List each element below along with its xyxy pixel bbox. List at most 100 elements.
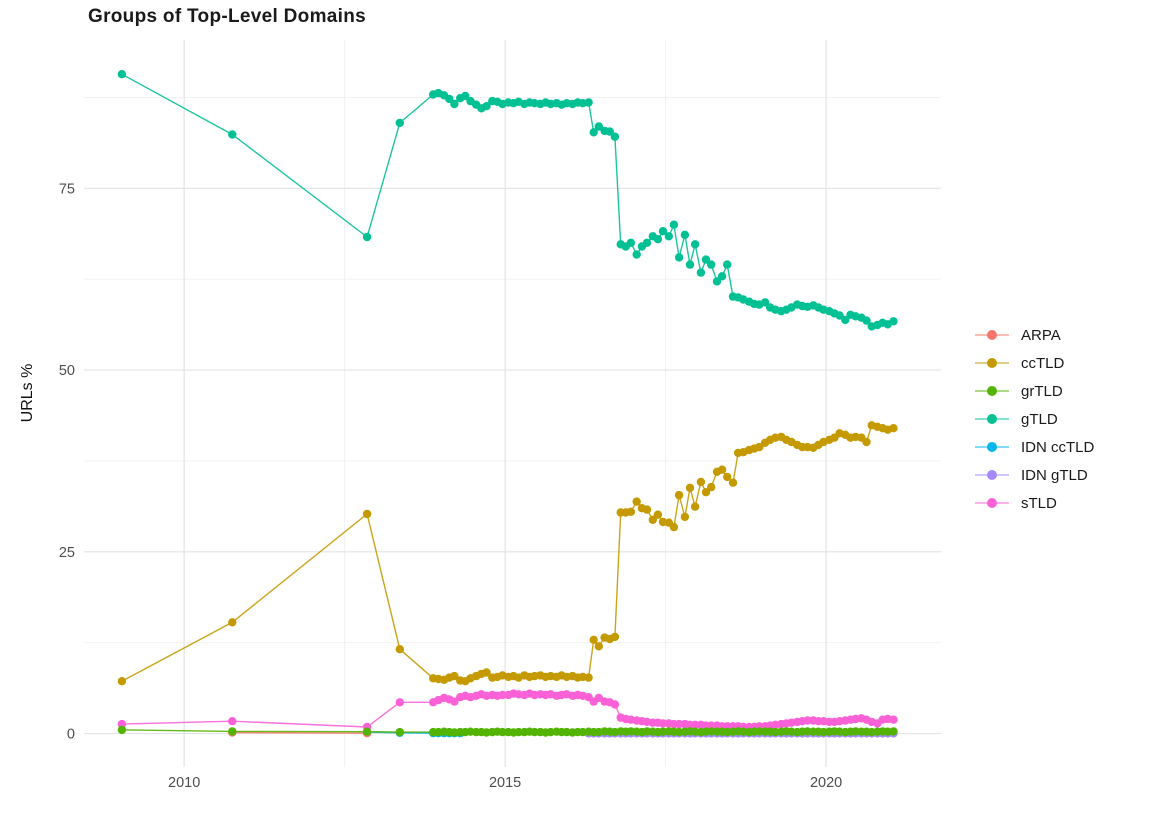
data-point: [642, 238, 652, 247]
y-tick-label: 25: [59, 545, 75, 561]
data-point: [889, 317, 898, 326]
data-point: [717, 465, 727, 474]
legend-label: gTLD: [1021, 410, 1058, 428]
data-point: [626, 507, 636, 516]
data-point: [117, 70, 127, 79]
data-point: [690, 720, 700, 729]
data-point: [658, 227, 668, 236]
data-point: [889, 424, 898, 433]
data-point: [674, 253, 684, 262]
data-point: [707, 260, 716, 269]
data-point: [728, 478, 738, 487]
data-point: [680, 512, 690, 522]
data-point: [594, 642, 603, 651]
data-point: [395, 727, 404, 737]
data-point: [605, 127, 614, 136]
legend-key-icon: [975, 358, 1009, 368]
legend-key-dot: [987, 358, 997, 368]
data-point: [835, 311, 844, 320]
data-point: [707, 482, 716, 492]
data-point: [696, 477, 706, 487]
data-point: [117, 677, 127, 686]
data-point: [632, 250, 641, 259]
data-point: [723, 722, 732, 731]
legend-item-stld: sTLD: [975, 489, 1094, 517]
data-point: [701, 488, 711, 497]
data-point: [862, 316, 871, 325]
series-line: [232, 731, 368, 734]
data-point: [755, 442, 764, 452]
legend-key-icon: [975, 470, 1009, 480]
series-grtld: [117, 725, 898, 737]
data-point: [632, 497, 641, 506]
legend-item-cctld: ccTLD: [975, 349, 1094, 377]
legend-key-dot: [987, 470, 997, 480]
data-point: [498, 727, 507, 737]
data-point: [889, 715, 898, 724]
legend-key-icon: [975, 498, 1009, 508]
data-point: [648, 515, 657, 524]
legend-item-gtld: gTLD: [975, 405, 1094, 433]
data-point: [674, 719, 684, 729]
legend: ARPA ccTLD grTLD gTLD IDN ccTLD IDN gTLD sTLD: [975, 321, 1094, 517]
data-point: [584, 98, 593, 107]
series-cctld: [117, 421, 898, 686]
data-point: [680, 230, 690, 239]
data-point: [589, 635, 598, 644]
data-point: [653, 510, 663, 519]
data-point: [482, 668, 491, 677]
data-point: [461, 91, 470, 101]
data-point: [803, 716, 812, 725]
legend-key-icon: [975, 386, 1009, 396]
data-point: [395, 698, 404, 707]
data-point: [626, 238, 636, 247]
y-tick-label: 0: [67, 727, 75, 743]
data-point: [690, 502, 700, 511]
series-gtld: [117, 70, 898, 331]
data-point: [707, 721, 716, 730]
data-point: [482, 102, 491, 111]
data-point: [228, 727, 237, 736]
data-point: [685, 260, 695, 269]
data-point: [362, 232, 372, 242]
y-tick-label: 75: [59, 181, 75, 197]
data-point: [594, 122, 603, 131]
data-point: [584, 673, 593, 682]
legend-item-idn-gtld: IDN gTLD: [975, 461, 1094, 489]
data-point: [228, 618, 237, 627]
chart-title: Groups of Top-Level Domains: [88, 6, 366, 27]
data-point: [610, 700, 620, 709]
data-point: [712, 277, 722, 286]
data-point: [514, 727, 523, 737]
data-point: [445, 94, 454, 104]
data-point: [723, 260, 732, 269]
series-stld: [117, 689, 898, 732]
x-tick-label: 2010: [168, 775, 200, 791]
data-point: [450, 99, 459, 109]
legend-item-arpa: ARPA: [975, 321, 1094, 349]
data-point: [723, 472, 732, 482]
data-point: [674, 490, 684, 500]
legend-key-dot: [987, 414, 997, 424]
data-point: [658, 719, 668, 728]
data-point: [450, 671, 459, 681]
data-point: [362, 727, 372, 736]
data-point: [228, 130, 237, 139]
data-point: [117, 725, 127, 735]
legend-key-dot: [987, 442, 997, 452]
data-point: [841, 315, 850, 325]
data-point: [498, 690, 507, 700]
x-tick-label: 2015: [489, 775, 521, 791]
data-point: [760, 298, 770, 307]
data-point: [610, 632, 620, 642]
legend-item-grtld: grTLD: [975, 377, 1094, 405]
data-point: [717, 272, 727, 281]
data-point: [610, 132, 620, 141]
data-point: [701, 255, 711, 264]
data-point: [642, 505, 652, 514]
legend-label: ccTLD: [1021, 354, 1065, 372]
legend-item-idn-cctld: IDN ccTLD: [975, 433, 1094, 461]
data-point: [696, 268, 706, 277]
